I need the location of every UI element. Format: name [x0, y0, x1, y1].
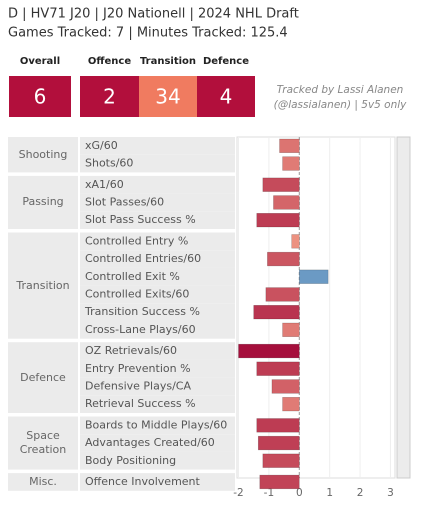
x-tick-label: 1	[326, 487, 333, 499]
group-label: Misc.	[29, 474, 57, 488]
row-bg	[80, 285, 235, 304]
bar	[256, 213, 300, 228]
row-bg	[80, 175, 235, 194]
group-bg	[8, 232, 78, 339]
x-tick-label: -2	[233, 487, 243, 499]
row-label: Shots/60	[85, 157, 133, 170]
row-label: Cross-Lane Plays/60	[85, 323, 196, 336]
group-label: Shooting	[18, 147, 68, 161]
x-tick-label: -1	[264, 487, 274, 499]
bar	[256, 361, 300, 376]
x-tick-label: 2	[357, 487, 364, 499]
bar	[282, 322, 300, 337]
bar	[262, 177, 300, 192]
row-label: Controlled Exit %	[85, 270, 180, 283]
row-bg	[80, 321, 235, 339]
group-bg	[8, 137, 78, 173]
bar	[262, 453, 300, 468]
row-label: Entry Prevention %	[85, 362, 191, 375]
bar	[257, 435, 300, 451]
subtitle: Games Tracked: 7 | Minutes Tracked: 125.…	[8, 26, 288, 41]
row-bg	[80, 377, 235, 396]
row-bg	[80, 267, 235, 286]
bar	[279, 138, 300, 153]
group-label: Passing	[22, 195, 64, 209]
row-bg	[80, 193, 235, 212]
row-label: Controlled Entries/60	[85, 252, 201, 265]
group-bg	[8, 175, 78, 229]
scrollbar[interactable]	[396, 136, 411, 479]
row-bg	[80, 154, 235, 173]
bar	[298, 269, 329, 284]
bar	[267, 251, 300, 267]
row-label: Controlled Exits/60	[85, 287, 189, 300]
summary-box	[80, 76, 139, 117]
bar	[282, 396, 300, 412]
summary-box	[197, 76, 255, 117]
bar	[273, 195, 300, 210]
note: (@lassialanen) | 5v5 only	[274, 99, 408, 111]
group-bg	[8, 416, 78, 470]
row-label: Offence Involvement	[85, 475, 201, 488]
row-label: Defensive Plays/CA	[85, 379, 191, 392]
summary-box	[139, 76, 197, 117]
row-label: OZ Retrievals/60	[85, 344, 177, 357]
row-bg	[80, 359, 235, 378]
row-bg	[80, 303, 235, 321]
row-bg	[80, 434, 235, 452]
group-label: Transition	[16, 278, 70, 292]
summary-label: Offence	[88, 56, 131, 67]
bar	[282, 156, 300, 171]
bar	[238, 343, 300, 359]
bar	[265, 287, 300, 302]
row-label: Body Positioning	[85, 454, 176, 467]
row-label: xG/60	[85, 139, 118, 152]
bar	[253, 304, 300, 320]
row-bg	[80, 473, 235, 491]
row-bg	[80, 250, 235, 268]
summary-box	[9, 76, 71, 117]
x-tick-label: 0	[296, 487, 303, 499]
group-label: Defence	[20, 370, 66, 384]
bar	[291, 234, 300, 249]
summary-label: Transition	[140, 56, 196, 67]
row-bg	[80, 395, 235, 413]
summary-value: 6	[34, 85, 47, 109]
group-bg	[8, 342, 78, 413]
bar	[259, 474, 300, 490]
row-label: Retrieval Success %	[85, 397, 196, 410]
row-bg	[80, 342, 235, 360]
row-bg	[80, 232, 235, 251]
group-bg	[8, 473, 78, 491]
summary-value: 34	[155, 85, 180, 109]
row-label: Slot Pass Success %	[85, 213, 196, 226]
row-label: Slot Passes/60	[85, 195, 164, 208]
bar	[256, 418, 300, 433]
row-bg	[80, 451, 235, 470]
summary-label: Overall	[20, 56, 60, 67]
note: Tracked by Lassi Alanen	[277, 84, 404, 96]
summary-label: Defence	[203, 56, 249, 67]
row-label: xA1/60	[85, 178, 124, 191]
row-bg	[80, 137, 235, 155]
summary-value: 2	[103, 85, 116, 109]
title: D | HV71 J20 | J20 Nationell | 2024 NHL …	[8, 7, 299, 22]
row-bg	[80, 211, 235, 229]
group-label: Space Creation	[19, 429, 67, 457]
row-label: Transition Success %	[84, 305, 200, 318]
row-label: Boards to Middle Plays/60	[85, 418, 227, 431]
x-tick-label: 3	[387, 487, 394, 499]
row-bg	[80, 416, 235, 435]
row-label: Controlled Entry %	[85, 234, 188, 247]
row-label: Advantages Created/60	[85, 436, 215, 449]
bar	[271, 379, 300, 394]
summary-value: 4	[220, 85, 233, 109]
